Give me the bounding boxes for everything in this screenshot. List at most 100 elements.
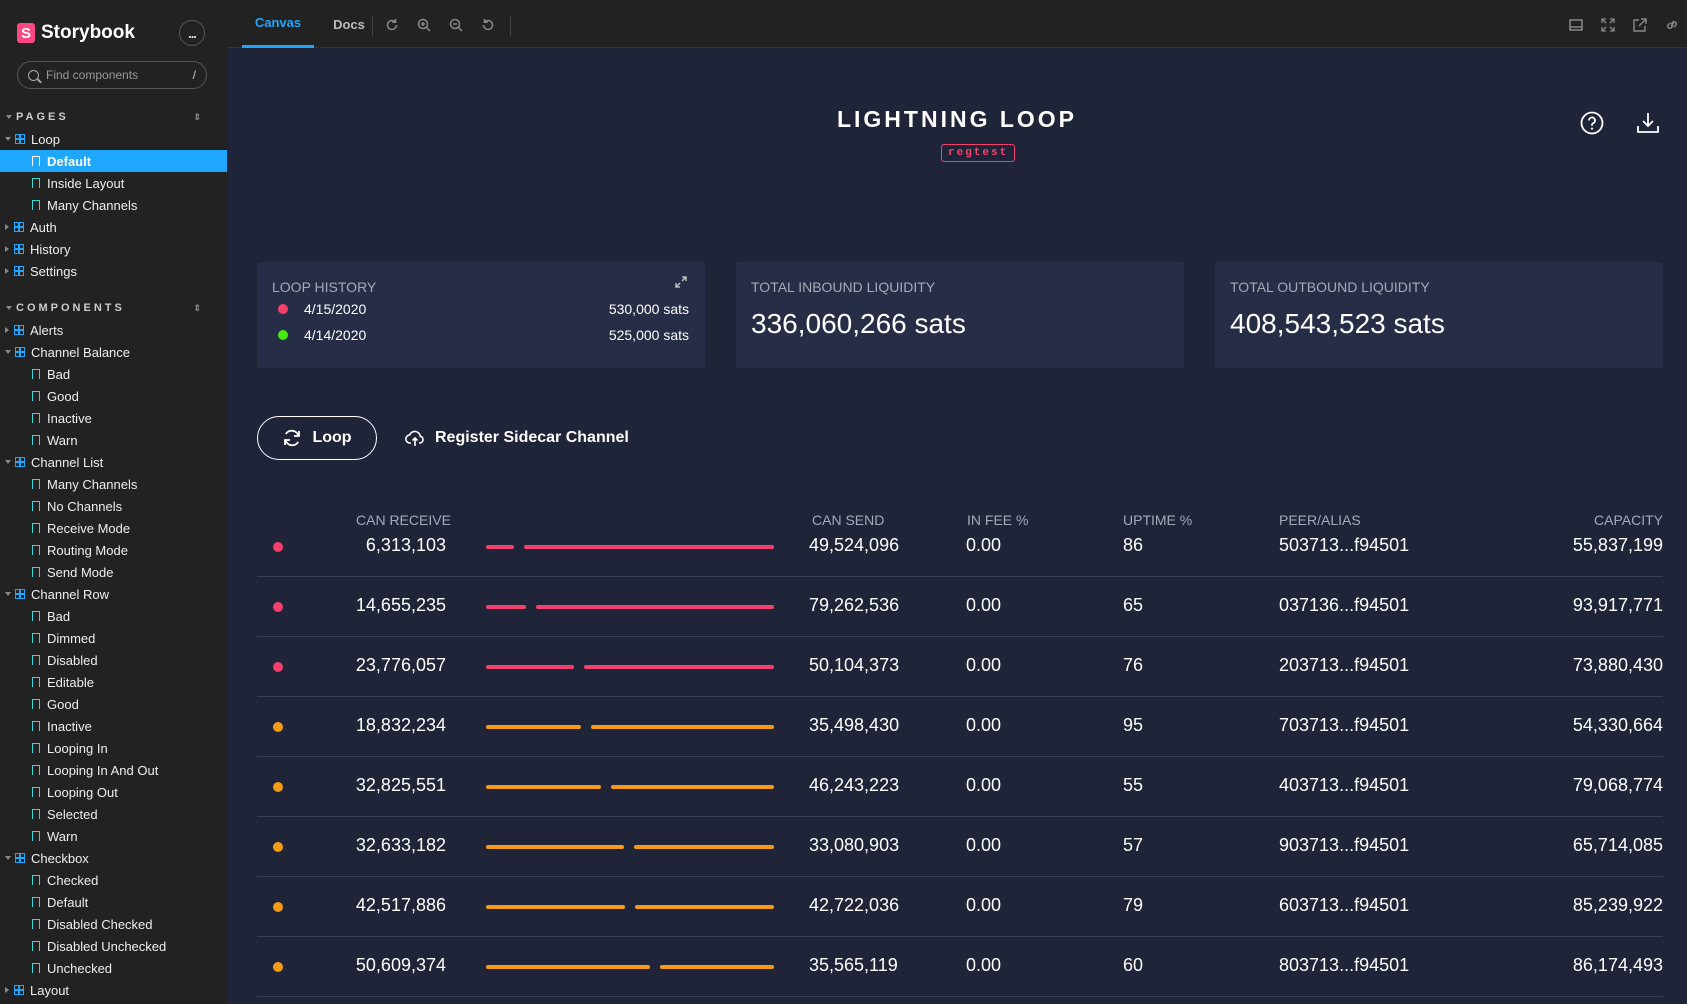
chevron-right-icon <box>5 327 9 333</box>
column-can-receive[interactable]: CAN RECEIVE <box>356 512 451 528</box>
open-new-tab-icon[interactable] <box>1633 18 1647 32</box>
peer-alias-value: 803713...f94501 <box>1279 955 1410 975</box>
sidebar-story-default[interactable]: Default <box>0 150 227 172</box>
channel-status-dot <box>273 782 283 792</box>
sidebar-story-good[interactable]: Good <box>0 385 227 407</box>
table-row[interactable]: 32,633,182 33,080,903 0.00 57 903713...f9450… <box>257 817 1663 877</box>
column-can-send[interactable]: CAN SEND <box>812 512 885 528</box>
channel-status-dot <box>273 902 283 912</box>
bookmark-icon <box>32 897 40 907</box>
sidebar-story-label: Looping In And Out <box>47 762 159 778</box>
panel-icon[interactable] <box>1569 18 1583 32</box>
zoom-in-icon[interactable] <box>417 18 431 32</box>
sidebar-group-auth[interactable]: Auth <box>0 216 227 238</box>
expand-collapse-icon[interactable]: ⇕ <box>193 302 201 313</box>
tab-canvas[interactable]: Canvas <box>242 0 314 48</box>
sidebar-story-disabled-unchecked[interactable]: Disabled Unchecked <box>0 935 227 957</box>
sidebar-group-label: Layout <box>30 982 70 998</box>
zoom-out-icon[interactable] <box>449 18 463 32</box>
sidebar-story-inside-layout[interactable]: Inside Layout <box>0 172 227 194</box>
sidebar-group-label: Settings <box>30 263 77 279</box>
table-row[interactable]: 6,313,103 49,524,096 0.00 86 503713...f94501… <box>257 517 1663 577</box>
search-input[interactable]: Find components / <box>17 61 207 89</box>
sidebar-group-history[interactable]: History <box>0 238 227 260</box>
sidebar-story-bad[interactable]: Bad <box>0 605 227 627</box>
sidebar-story-routing-mode[interactable]: Routing Mode <box>0 539 227 561</box>
download-icon[interactable] <box>1635 110 1661 136</box>
bookmark-icon <box>32 743 40 753</box>
sidebar-story-disabled-checked[interactable]: Disabled Checked <box>0 913 227 935</box>
sidebar-group-alerts[interactable]: Alerts <box>0 319 227 341</box>
expand-collapse-icon[interactable]: ⇕ <box>193 111 201 122</box>
sidebar-group-channel-row[interactable]: Channel Row <box>0 583 227 605</box>
column-peer-alias[interactable]: PEER/ALIAS <box>1279 512 1361 528</box>
sidebar-story-checked[interactable]: Checked <box>0 869 227 891</box>
sidebar-story-no-channels[interactable]: No Channels <box>0 495 227 517</box>
sidebar-story-label: Warn <box>47 432 78 448</box>
sidebar-story-default[interactable]: Default <box>0 891 227 913</box>
sidebar-group-settings[interactable]: Settings <box>0 260 227 282</box>
sidebar-group-layout[interactable]: Layout <box>0 979 227 1001</box>
sidebar-story-many-channels[interactable]: Many Channels <box>0 194 227 216</box>
sidebar-story-looping-in[interactable]: Looping In <box>0 737 227 759</box>
sidebar-story-bad[interactable]: Bad <box>0 363 227 385</box>
sidebar-group-loop[interactable]: Loop <box>0 128 227 150</box>
sidebar-story-good[interactable]: Good <box>0 693 227 715</box>
column-uptime[interactable]: UPTIME % <box>1123 512 1193 528</box>
bookmark-icon <box>32 567 40 577</box>
table-row[interactable]: 42,517,886 42,722,036 0.00 79 603713...f9450… <box>257 877 1663 937</box>
sidebar-group-channel-balance[interactable]: Channel Balance <box>0 341 227 363</box>
sidebar-story-many-channels[interactable]: Many Channels <box>0 473 227 495</box>
table-row[interactable]: 18,832,234 35,498,430 0.00 95 703713...f9450… <box>257 697 1663 757</box>
loop-icon <box>284 429 301 447</box>
can-receive-value: 50,609,374 <box>355 955 446 975</box>
column-capacity[interactable]: CAPACITY <box>1594 512 1663 528</box>
sidebar-story-label: Selected <box>47 806 98 822</box>
section-pages[interactable]: PAGES ⇕ <box>0 106 227 128</box>
column-in-fee[interactable]: IN FEE % <box>967 512 1029 528</box>
capacity-value: 65,714,085 <box>1572 835 1663 855</box>
reload-icon[interactable] <box>385 18 399 32</box>
sidebar-story-unchecked[interactable]: Unchecked <box>0 957 227 979</box>
sidebar-menu-button[interactable]: ... <box>179 20 205 46</box>
sidebar-story-selected[interactable]: Selected <box>0 803 227 825</box>
sidebar-story-editable[interactable]: Editable <box>0 671 227 693</box>
sidebar-story-inactive[interactable]: Inactive <box>0 715 227 737</box>
sidebar-story-warn[interactable]: Warn <box>0 825 227 847</box>
sidebar-story-label: Checked <box>47 872 99 888</box>
table-row[interactable]: 23,776,057 50,104,373 0.00 76 203713...f9450… <box>257 637 1663 697</box>
sidebar-group-checkbox[interactable]: Checkbox <box>0 847 227 869</box>
sidebar-story-looping-in-and-out[interactable]: Looping In And Out <box>0 759 227 781</box>
sidebar-story-send-mode[interactable]: Send Mode <box>0 561 227 583</box>
sidebar-story-dimmed[interactable]: Dimmed <box>0 627 227 649</box>
component-icon <box>14 325 24 335</box>
sidebar-story-inactive[interactable]: Inactive <box>0 407 227 429</box>
zoom-reset-icon[interactable] <box>481 18 495 32</box>
storybook-logo[interactable]: S Storybook <box>17 22 135 44</box>
component-icon <box>14 244 24 254</box>
help-icon[interactable] <box>1579 110 1605 136</box>
register-sidecar-button[interactable]: Register Sidecar Channel <box>405 416 629 460</box>
sidebar-group-channel-list[interactable]: Channel List <box>0 451 227 473</box>
bookmark-icon <box>32 655 40 665</box>
loop-history-card[interactable]: LOOP HISTORY 4/15/2020 530,000 sats 4/14… <box>257 262 705 368</box>
bookmark-icon <box>32 677 40 687</box>
bookmark-icon <box>32 501 40 511</box>
bookmark-icon <box>32 156 40 166</box>
loop-button[interactable]: Loop <box>257 416 377 460</box>
table-row[interactable]: 50,609,374 35,565,119 0.00 60 803713...f9450… <box>257 937 1663 997</box>
tab-docs[interactable]: Docs <box>333 16 365 32</box>
sidebar-group-label: Channel Row <box>31 586 110 602</box>
table-row[interactable]: 32,825,551 46,243,223 0.00 55 403713...f9450… <box>257 757 1663 817</box>
expand-icon[interactable] <box>675 276 687 288</box>
sidebar-story-label: Warn <box>47 828 78 844</box>
sidebar-story-warn[interactable]: Warn <box>0 429 227 451</box>
fullscreen-icon[interactable] <box>1601 18 1615 32</box>
link-icon[interactable] <box>1665 18 1679 32</box>
sidebar-story-looping-out[interactable]: Looping Out <box>0 781 227 803</box>
sidebar-story-label: Good <box>47 388 79 404</box>
sidebar-story-disabled[interactable]: Disabled <box>0 649 227 671</box>
section-components[interactable]: COMPONENTS ⇕ <box>0 297 227 319</box>
sidebar-story-receive-mode[interactable]: Receive Mode <box>0 517 227 539</box>
table-row[interactable]: 14,655,235 79,262,536 0.00 65 037136...f9450… <box>257 577 1663 637</box>
